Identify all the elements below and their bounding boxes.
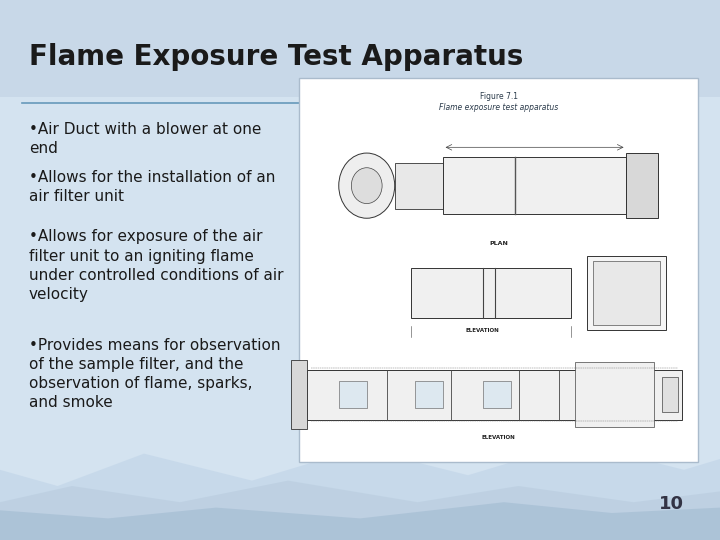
Bar bbox=[395, 163, 443, 208]
Bar bbox=[339, 381, 366, 408]
Text: PLAN: PLAN bbox=[489, 241, 508, 246]
Text: •Provides means for observation
of the sample filter, and the
observation of fla: •Provides means for observation of the s… bbox=[29, 338, 280, 410]
Text: •Allows for exposure of the air
filter unit to an igniting flame
under controlle: •Allows for exposure of the air filter u… bbox=[29, 230, 283, 302]
Text: Flame Exposure Test Apparatus: Flame Exposure Test Apparatus bbox=[29, 43, 523, 71]
Polygon shape bbox=[0, 481, 720, 540]
Text: •Air Duct with a blower at one
end: •Air Duct with a blower at one end bbox=[29, 122, 261, 156]
Text: Figure 7.1: Figure 7.1 bbox=[480, 92, 518, 101]
Text: 10: 10 bbox=[659, 495, 684, 513]
Bar bbox=[0, 0, 720, 97]
Bar bbox=[482, 381, 510, 408]
Polygon shape bbox=[0, 502, 720, 540]
Bar bbox=[575, 362, 654, 427]
Bar bbox=[307, 370, 683, 420]
Bar bbox=[415, 381, 443, 408]
Bar bbox=[662, 377, 678, 412]
Text: ELEVATION: ELEVATION bbox=[482, 435, 516, 440]
Text: •Allows for the installation of an
air filter unit: •Allows for the installation of an air f… bbox=[29, 170, 275, 204]
Bar bbox=[299, 78, 698, 462]
Bar bbox=[626, 153, 659, 218]
Bar bbox=[291, 360, 307, 429]
Bar bbox=[443, 157, 626, 214]
Polygon shape bbox=[0, 443, 720, 540]
Text: Flame exposure test apparatus: Flame exposure test apparatus bbox=[439, 103, 558, 112]
Ellipse shape bbox=[351, 168, 382, 204]
Bar bbox=[587, 255, 667, 330]
Bar bbox=[410, 268, 570, 318]
Text: ELEVATION: ELEVATION bbox=[466, 327, 500, 333]
Ellipse shape bbox=[339, 153, 395, 218]
Bar bbox=[593, 261, 660, 325]
